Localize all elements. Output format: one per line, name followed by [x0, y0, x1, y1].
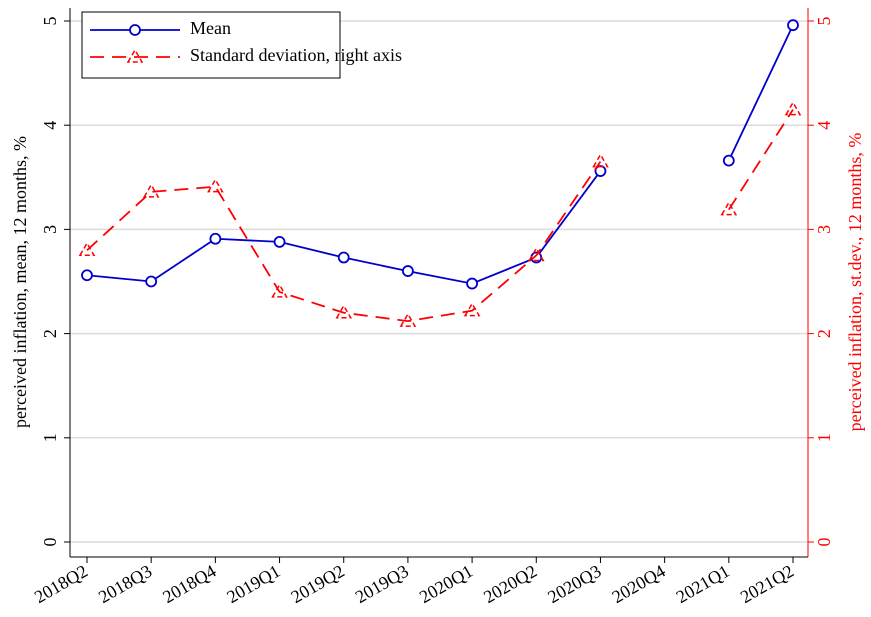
marker — [337, 251, 350, 264]
y-tick-label: 0 — [40, 538, 60, 547]
y2-tick-label: 3 — [814, 225, 834, 234]
marker — [399, 312, 417, 327]
marker — [273, 236, 286, 248]
y-tick-label: 1 — [40, 433, 60, 442]
marker — [335, 304, 353, 319]
marker — [78, 241, 96, 256]
marker — [466, 277, 478, 290]
legend-label: Mean — [190, 18, 231, 38]
marker — [463, 302, 481, 317]
marker — [81, 269, 93, 282]
marker — [142, 183, 160, 198]
y2-axis-title: perceived inflation, st.dev., 12 months,… — [845, 133, 865, 432]
y-axis-title: perceived inflation, mean, 12 months, % — [10, 136, 30, 428]
legend-label: Standard deviation, right axis — [190, 45, 402, 65]
y2-tick-label: 1 — [814, 433, 834, 442]
y2-tick-label: 2 — [814, 329, 834, 338]
series-line — [86, 109, 794, 323]
marker — [527, 246, 545, 262]
y-tick-label: 5 — [40, 17, 60, 26]
y-tick-label: 4 — [40, 121, 60, 130]
y-tick-label: 3 — [40, 225, 60, 234]
marker — [592, 153, 609, 168]
y-tick-label: 2 — [40, 329, 60, 338]
marker — [145, 275, 158, 288]
marker — [720, 201, 738, 216]
y2-tick-label: 0 — [814, 538, 834, 547]
marker — [129, 24, 141, 36]
legend-box — [81, 11, 341, 79]
marker — [402, 265, 414, 277]
marker — [207, 178, 224, 193]
marker — [209, 232, 222, 245]
marker — [784, 101, 802, 116]
y2-tick-label: 4 — [814, 121, 834, 130]
marker — [722, 154, 735, 167]
marker — [787, 19, 799, 32]
marker — [126, 48, 144, 63]
marker — [271, 283, 288, 298]
y2-tick-label: 5 — [814, 17, 834, 26]
